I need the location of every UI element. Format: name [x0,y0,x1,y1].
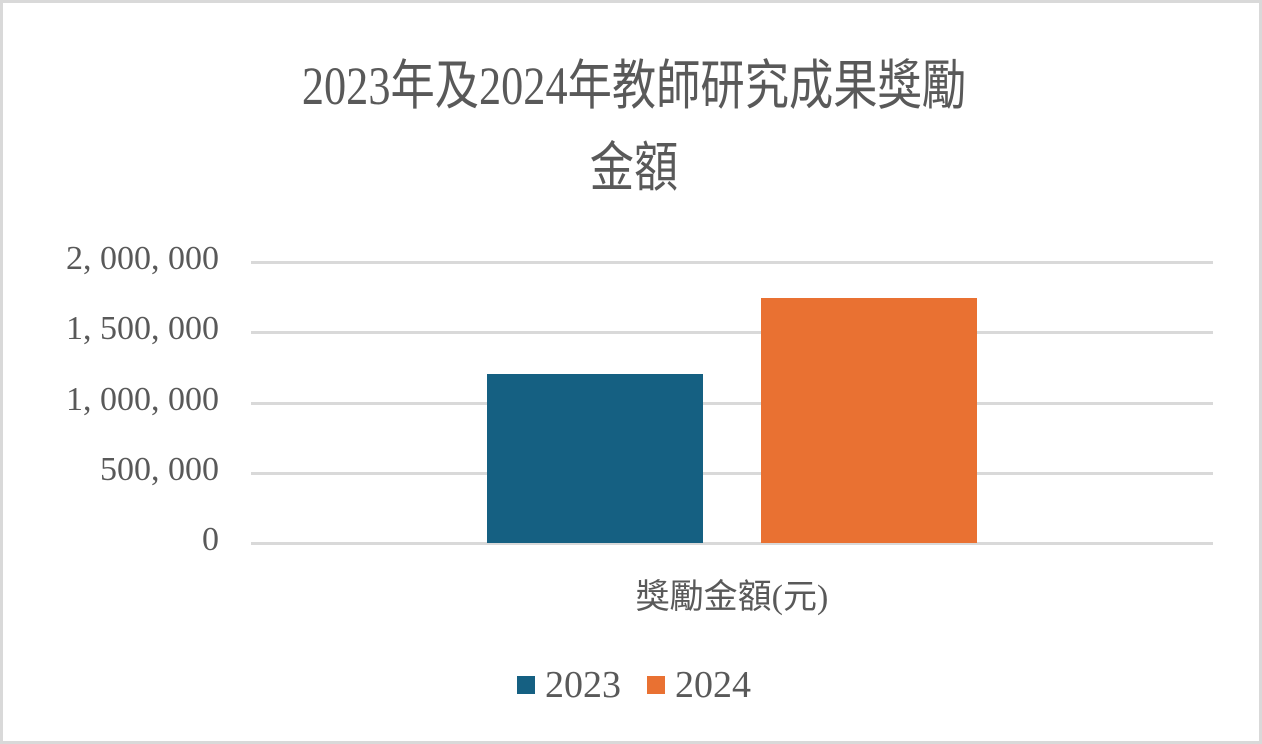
chart-title-line-1: 2023年及2024年教師研究成果獎勵 [301,56,967,116]
bar-2024[interactable] [761,297,977,543]
x-axis-category-label: 獎勵金額(元) [635,579,829,616]
legend-swatch-icon [517,676,535,694]
legend-label: 2024 [675,664,751,706]
legend-item-2023[interactable]: 2023 [517,663,621,707]
bar-2023[interactable] [487,374,703,543]
gridline [251,471,1213,475]
legend: 2023 2024 [3,663,1262,707]
legend-swatch-icon [647,676,665,694]
plot-area [251,261,1213,545]
y-tick-label: 2, 000, 000 [66,240,219,277]
gridline [251,261,1213,264]
chart-title: 2023年及2024年教師研究成果獎勵 金額 [117,45,1152,209]
y-tick-label: 500, 000 [100,450,219,488]
gridline [251,401,1213,405]
gridline [251,542,1213,545]
legend-label: 2023 [545,664,621,706]
chart-title-line-2: 金額 [589,138,679,198]
legend-item-2024[interactable]: 2024 [647,663,751,707]
y-tick-label: 0 [202,521,219,558]
gridline [251,331,1213,335]
y-tick-label: 1, 000, 000 [66,380,219,418]
y-tick-label: 1, 500, 000 [66,310,219,348]
